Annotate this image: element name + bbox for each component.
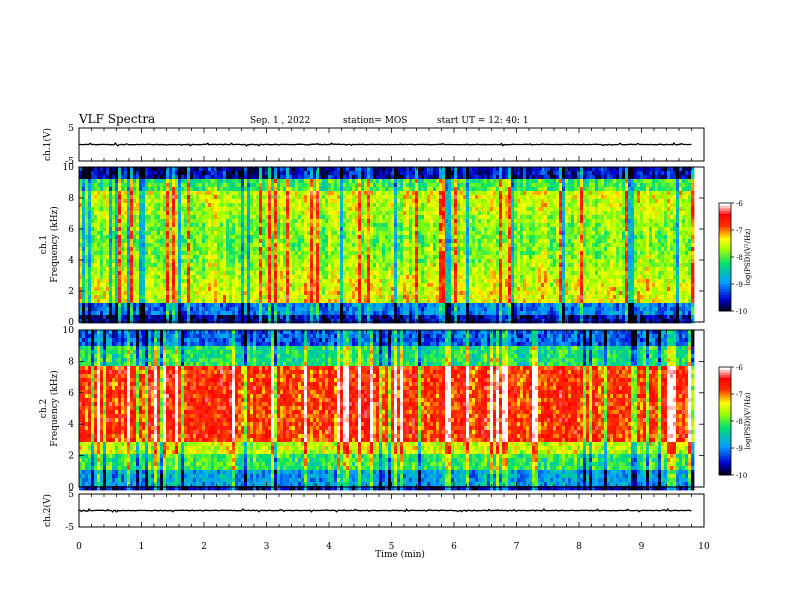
x-tick-label: 9 bbox=[639, 542, 645, 552]
waveform-ch2-ylabel: ch.2(V) bbox=[42, 494, 53, 527]
colorbar-ch1-label: log(PSD)(V²/Hz) bbox=[744, 228, 752, 285]
colorbar-ch1-tick-label: -7 bbox=[736, 227, 743, 235]
waveform-ch1-ytick-label: 5 bbox=[68, 124, 74, 134]
colorbar-ch1: -6 -7 -8 -9 -10 log(PSD)(V²/Hz) bbox=[718, 200, 752, 316]
x-tick-label: 7 bbox=[514, 542, 520, 552]
waveform-ch2-ytick-label: 5 bbox=[68, 490, 74, 500]
waveform-ch1-ylabel: ch.1(V) bbox=[42, 128, 53, 161]
colorbar-ch2-tick-label: -8 bbox=[736, 418, 743, 426]
x-tick-label: 4 bbox=[326, 542, 332, 552]
spectrogram-ch1-ytick-label: 8 bbox=[68, 194, 74, 204]
waveform-ch2-ytick-label: -5 bbox=[65, 523, 74, 533]
start-time-label: start UT = 12: 40: 1 bbox=[437, 116, 529, 126]
x-axis-label: Time (min) bbox=[375, 549, 425, 560]
figure-header: VLF Spectra Sep. 1 , 2022 station= MOS s… bbox=[78, 112, 529, 126]
x-tick-label: 5 bbox=[389, 542, 395, 552]
x-tick-label: 2 bbox=[201, 542, 207, 552]
colorbar-ch2-tick-label: -6 bbox=[736, 364, 743, 372]
colorbar-ch1-tick-label: -8 bbox=[736, 254, 743, 262]
colorbar-ch2: -6 -7 -8 -9 -10 log(PSD)(V²/Hz) bbox=[718, 364, 752, 480]
spectrogram-ch1-ytick-label: 2 bbox=[68, 287, 74, 297]
waveform-ch1-ytick-label: -5 bbox=[65, 157, 74, 167]
spectrogram-ch2-ytick-label: 2 bbox=[68, 452, 74, 462]
colorbar-ch1-tick-label: -6 bbox=[736, 200, 743, 208]
x-tick-label: 8 bbox=[576, 542, 582, 552]
spectrogram-ch2-panel: 0 2 4 6 8 10 ch.2 Frequency (kHz) bbox=[39, 326, 705, 493]
spectrogram-ch1-ytick-label: 10 bbox=[63, 163, 75, 173]
x-tick-label: 1 bbox=[139, 542, 145, 552]
spectrogram-ch2-image bbox=[79, 330, 695, 491]
spectrogram-ch1-ylabel: Frequency (kHz) bbox=[49, 206, 60, 283]
spectrogram-ch1-channel-label: ch.1 bbox=[39, 235, 49, 254]
spectrogram-ch1-panel: 0 2 4 6 8 10 ch.1 Frequency (kHz) bbox=[39, 163, 705, 328]
x-tick-label: 6 bbox=[451, 542, 457, 552]
spectrogram-ch2-ylabel: Frequency (kHz) bbox=[49, 370, 60, 447]
colorbar-ch1-tick-label: -9 bbox=[736, 281, 743, 289]
colorbar-ch2-tick-label: -9 bbox=[736, 445, 743, 453]
x-tick-label: 0 bbox=[76, 542, 82, 552]
spectrogram-ch1-image bbox=[79, 167, 695, 324]
x-tick-label: 10 bbox=[698, 542, 710, 552]
waveform-ch1-trace bbox=[78, 142, 692, 147]
colorbar-ch1-tick-label: -10 bbox=[736, 308, 747, 316]
spectrogram-ch2-ytick-label: 0 bbox=[68, 483, 74, 493]
colorbar-ch2-tick-label: -10 bbox=[736, 472, 747, 480]
station-label: station= MOS bbox=[343, 116, 407, 126]
colorbar-ch2-label: log(PSD)(V²/Hz) bbox=[744, 392, 752, 449]
x-tick-label: 3 bbox=[264, 542, 270, 552]
spectrogram-ch2-ytick-label: 8 bbox=[68, 357, 74, 367]
spectrogram-ch1-ytick-label: 4 bbox=[68, 256, 74, 266]
spectrogram-ch2-channel-label: ch.2 bbox=[39, 399, 49, 418]
spectrogram-ch2-ytick-label: 6 bbox=[68, 389, 74, 399]
figure-title: VLF Spectra bbox=[78, 112, 155, 126]
spectrogram-ch1-ytick-label: 6 bbox=[68, 225, 74, 235]
time-axis: Time (min) 0 1 2 3 4 5 6 7 8 9 10 bbox=[76, 542, 710, 560]
spectrogram-ch2-ytick-label: 10 bbox=[63, 326, 75, 336]
colorbar-ch2-tick-label: -7 bbox=[736, 391, 743, 399]
spectrogram-ch2-ytick-label: 4 bbox=[68, 420, 74, 430]
waveform-ch2-panel: 5 -5 ch.2(V) bbox=[42, 490, 705, 533]
spectrogram-ch1-ytick-label: 0 bbox=[68, 318, 74, 328]
waveform-ch2-trace bbox=[78, 507, 692, 513]
waveform-ch1-panel: 5 -5 ch.1(V) bbox=[42, 124, 705, 167]
date-label: Sep. 1 , 2022 bbox=[250, 116, 310, 126]
